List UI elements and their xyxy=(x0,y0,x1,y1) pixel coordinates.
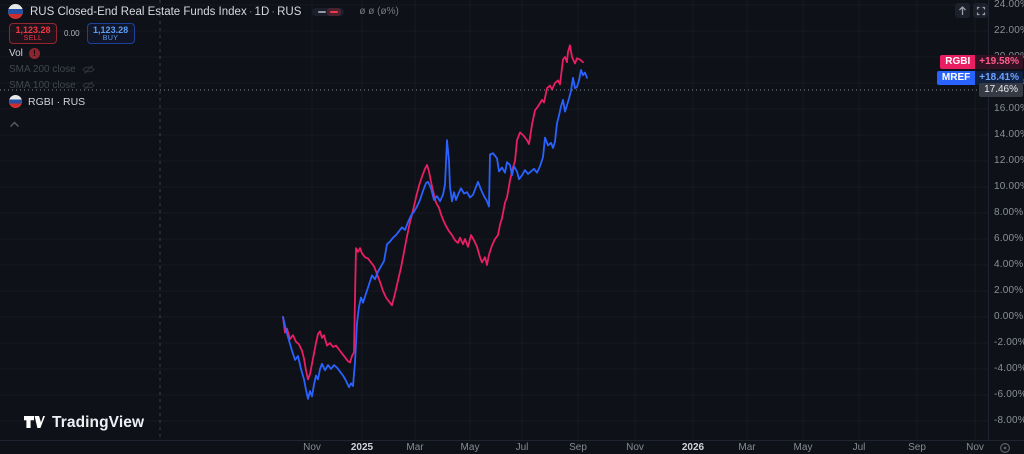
price-axis-label: 4.00% xyxy=(994,259,1024,270)
price-axis-label: -2.00% xyxy=(994,337,1024,348)
time-axis-label: Nov xyxy=(966,442,984,453)
arrow-up-icon xyxy=(959,5,966,15)
series-style-toggle[interactable] xyxy=(312,7,345,16)
scroll-up-button[interactable] xyxy=(955,3,970,18)
price-axis-label: -4.00% xyxy=(994,363,1024,374)
buy-button[interactable]: 1,123.28 BUY xyxy=(86,23,135,44)
price-axis-label: 16.00% xyxy=(994,103,1024,114)
sma100-label[interactable]: SMA 100 close xyxy=(9,80,76,91)
time-axis-label: May xyxy=(793,442,813,453)
russia-flag-icon xyxy=(9,95,22,108)
gray-dash-icon xyxy=(318,10,327,13)
time-axis-label: May xyxy=(460,442,480,453)
axis-settings-icon[interactable] xyxy=(999,442,1011,454)
tradingview-logo-text: TradingView xyxy=(52,414,145,431)
collapse-legend-chevron-icon[interactable] xyxy=(9,115,95,133)
legend-sma200-row[interactable]: SMA 200 close xyxy=(9,63,95,76)
tradingview-logo-icon xyxy=(24,415,45,428)
eye-hidden-icon[interactable] xyxy=(82,64,95,75)
compare-symbol-label[interactable]: RGBI · RUS xyxy=(28,95,86,108)
sell-price: 1,123.28 xyxy=(15,24,51,35)
price-axis-label: 10.00% xyxy=(994,181,1024,192)
price-axis-label: 6.00% xyxy=(994,233,1024,244)
price-axis-label: 2.00% xyxy=(994,285,1024,296)
series-line-mref[interactable] xyxy=(282,69,588,400)
reset-view-button[interactable] xyxy=(973,3,988,18)
buy-price: 1,123.28 xyxy=(93,24,129,35)
sell-button[interactable]: 1,123.28 SELL xyxy=(9,23,57,44)
price-axis-label: -8.00% xyxy=(994,415,1024,426)
time-axis-label: Mar xyxy=(738,442,756,453)
price-axis-label: -6.00% xyxy=(994,389,1024,400)
series-line-rgbi[interactable] xyxy=(282,44,584,381)
data-warning-icon[interactable]: ! xyxy=(28,48,40,59)
price-axis-label: 20.00% xyxy=(994,51,1024,62)
volume-label[interactable]: Vol xyxy=(9,48,23,59)
time-axis-label: Mar xyxy=(406,442,424,453)
eye-hidden-icon[interactable] xyxy=(82,80,95,91)
price-axis[interactable]: 24.00% 22.00% 20.00% 18.00% 16.00% 14.00% 12.0… xyxy=(988,0,1024,440)
russia-flag-icon xyxy=(8,4,23,19)
price-axis-label: 0.00% xyxy=(994,311,1024,322)
chart-plot-area[interactable] xyxy=(0,0,988,440)
legend-volume-row[interactable]: Vol ! xyxy=(9,47,95,60)
price-axis-label: 18.00% xyxy=(994,77,1024,88)
order-panel: 1,123.28 SELL 0.00 1,123.28 BUY xyxy=(9,23,135,44)
time-axis-label: Nov xyxy=(626,442,644,453)
legend-sma100-row[interactable]: SMA 100 close xyxy=(9,79,95,92)
price-axis-label: 8.00% xyxy=(994,207,1024,218)
interval-label: 1D xyxy=(254,5,270,18)
time-axis-label: 2026 xyxy=(681,442,705,453)
time-axis-label: Sep xyxy=(908,442,926,453)
time-axis[interactable]: Nov 2025 Mar May Jul Sep Nov 2026 Mar May Jul Sep No… xyxy=(0,440,1024,454)
symbol-title[interactable]: RUS Closed-End Real Estate Funds Index · 1… xyxy=(30,5,302,18)
time-axis-label: Jul xyxy=(852,442,866,453)
time-axis-label: Sep xyxy=(569,442,587,453)
ohlc-readout: ø ø (ø%) xyxy=(359,6,399,17)
sma200-label[interactable]: SMA 200 close xyxy=(9,64,76,75)
symbol-header[interactable]: RUS Closed-End Real Estate Funds Index · 1… xyxy=(8,4,399,19)
tradingview-logo[interactable]: TradingView xyxy=(24,414,144,432)
price-axis-label: 24.00% xyxy=(994,0,1024,10)
price-axis-label: 22.00% xyxy=(994,25,1024,36)
time-axis-label: 2025 xyxy=(350,442,374,453)
reset-view-icon xyxy=(976,6,985,15)
chart-quick-buttons xyxy=(955,3,988,18)
red-dash-icon xyxy=(330,10,339,13)
time-axis-label: Nov xyxy=(303,442,321,453)
exchange-label: RUS xyxy=(277,5,302,18)
time-axis-label: Jul xyxy=(515,442,529,453)
price-axis-label: 12.00% xyxy=(994,155,1024,166)
legend-compare-row[interactable]: RGBI · RUS xyxy=(9,95,95,108)
price-axis-label: 14.00% xyxy=(994,129,1024,140)
legend: Vol ! SMA 200 close SMA 100 close RGBI ·… xyxy=(9,47,95,133)
spread-value: 0.00 xyxy=(64,29,80,38)
